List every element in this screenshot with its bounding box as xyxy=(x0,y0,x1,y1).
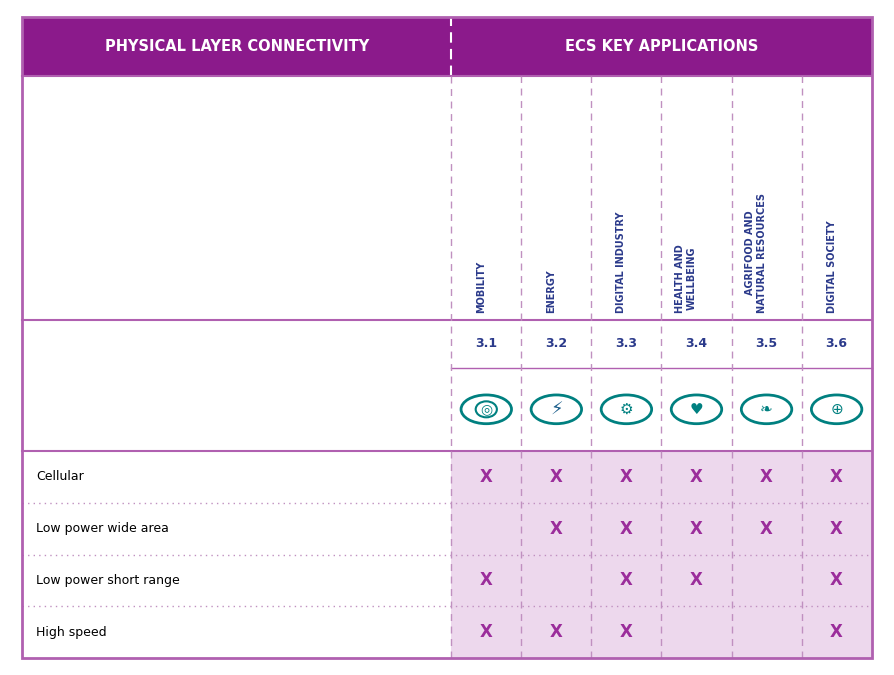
Text: X: X xyxy=(690,572,703,589)
Text: DIGITAL SOCIETY: DIGITAL SOCIETY xyxy=(827,220,837,313)
Text: ENERGY: ENERGY xyxy=(546,269,556,313)
Text: 3.4: 3.4 xyxy=(686,337,707,350)
Text: X: X xyxy=(760,468,773,486)
Bar xyxy=(451,555,872,606)
Text: X: X xyxy=(550,468,563,486)
Text: Cellular: Cellular xyxy=(36,470,83,483)
Text: ♥: ♥ xyxy=(689,402,704,417)
Ellipse shape xyxy=(601,395,652,424)
Ellipse shape xyxy=(741,395,792,424)
Text: X: X xyxy=(831,520,843,538)
Text: ECS KEY APPLICATIONS: ECS KEY APPLICATIONS xyxy=(565,39,758,54)
Text: 3.5: 3.5 xyxy=(755,337,778,350)
Text: X: X xyxy=(480,572,493,589)
Text: X: X xyxy=(620,572,633,589)
Text: X: X xyxy=(620,623,633,641)
Text: HEALTH AND
WELLBEING: HEALTH AND WELLBEING xyxy=(675,244,696,313)
Text: X: X xyxy=(690,468,703,486)
Text: X: X xyxy=(480,468,493,486)
Text: X: X xyxy=(831,572,843,589)
Text: Low power short range: Low power short range xyxy=(36,574,180,587)
Ellipse shape xyxy=(671,395,721,424)
Text: 3.2: 3.2 xyxy=(545,337,568,350)
Text: ⚙: ⚙ xyxy=(620,402,633,417)
Text: ⊕: ⊕ xyxy=(831,402,843,417)
Text: High speed: High speed xyxy=(36,626,106,639)
Text: X: X xyxy=(550,520,563,538)
Ellipse shape xyxy=(461,395,511,424)
Text: 3.6: 3.6 xyxy=(826,337,848,350)
Text: X: X xyxy=(620,520,633,538)
Text: X: X xyxy=(690,520,703,538)
Bar xyxy=(451,503,872,555)
Ellipse shape xyxy=(531,395,582,424)
Text: ⚡: ⚡ xyxy=(550,400,562,418)
Text: ❧: ❧ xyxy=(760,402,773,417)
Text: MOBILITY: MOBILITY xyxy=(477,261,486,313)
Bar xyxy=(22,17,872,76)
Text: PHYSICAL LAYER CONNECTIVITY: PHYSICAL LAYER CONNECTIVITY xyxy=(105,39,369,54)
Text: 3.1: 3.1 xyxy=(476,337,497,350)
Text: X: X xyxy=(831,468,843,486)
Text: DIGITAL INDUSTRY: DIGITAL INDUSTRY xyxy=(617,211,627,313)
Bar xyxy=(451,451,872,503)
Text: Low power wide area: Low power wide area xyxy=(36,522,169,535)
Text: X: X xyxy=(831,623,843,641)
Ellipse shape xyxy=(812,395,862,424)
Bar xyxy=(451,606,872,658)
Text: AGRIFOOD AND
NATURAL RESOURCES: AGRIFOOD AND NATURAL RESOURCES xyxy=(745,193,766,313)
Text: X: X xyxy=(550,623,563,641)
Text: X: X xyxy=(620,468,633,486)
Text: 3.3: 3.3 xyxy=(615,337,637,350)
Text: X: X xyxy=(480,623,493,641)
Text: ◎: ◎ xyxy=(480,402,493,416)
Text: X: X xyxy=(760,520,773,538)
Bar xyxy=(451,319,872,451)
